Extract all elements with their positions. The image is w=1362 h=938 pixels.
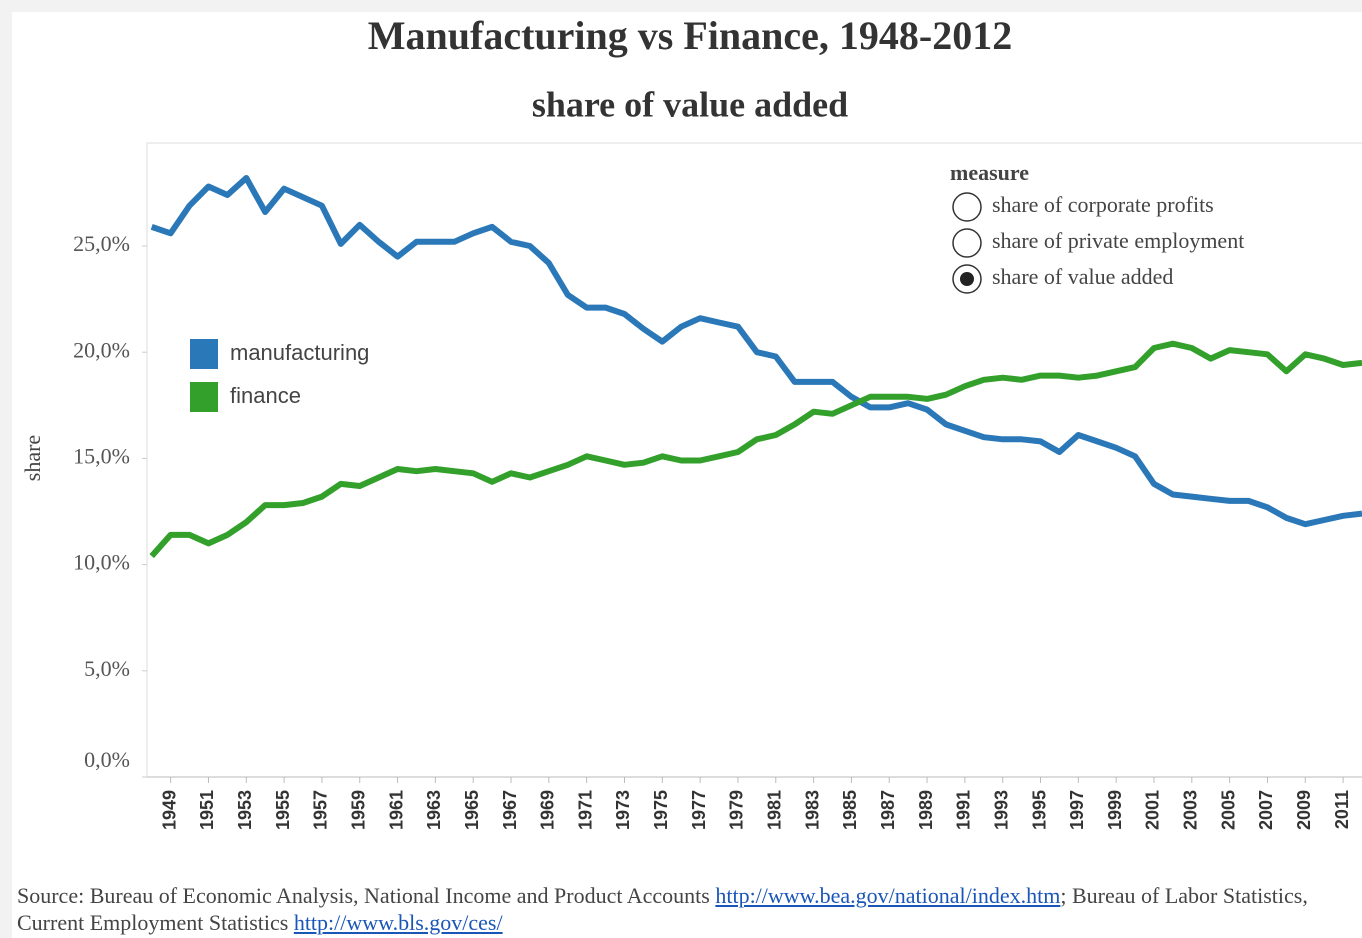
x-tick-label: 1985 [840,790,860,830]
x-tick-label: 1993 [991,790,1011,830]
x-tick-label: 2011 [1332,790,1352,829]
radio-dot [960,272,974,286]
x-tick-label: 1983 [802,790,822,830]
y-tick-label: 10,0% [73,550,130,575]
y-tick-label: 25,0% [73,231,130,256]
x-tick-label: 1999 [1105,790,1125,830]
radio-label: share of private employment [992,228,1244,253]
x-tick-label: 1987 [878,790,898,830]
x-tick-label: 1975 [651,790,671,830]
x-tick-label: 2003 [1181,790,1201,830]
x-tick-label: 2007 [1256,790,1276,830]
radio-option[interactable]: share of value added [952,264,1173,294]
x-tick-label: 1949 [159,790,179,830]
x-tick-label: 1981 [765,790,785,830]
footer-text: ; Bureau of Labor Statistics, Current Em… [17,883,1308,935]
y-tick-label: 20,0% [73,337,130,362]
x-tick-label: 1951 [197,790,217,830]
legend-swatch [190,382,218,412]
radio-label: share of corporate profits [992,192,1214,217]
x-tick-label: 1989 [916,790,936,830]
y-axis-label: share [20,435,45,481]
x-tick-label: 1995 [1029,790,1049,830]
x-tick-label: 1991 [954,790,974,830]
y-tick-label: 5,0% [84,656,130,681]
chart: Manufacturing vs Finance, 1948-2012 shar… [20,13,1362,830]
legend-label: finance [230,383,301,408]
radio-option[interactable]: share of private employment [952,228,1244,258]
x-tick-label: 1967 [500,790,520,830]
x-tick-label: 1955 [273,790,293,830]
chart-subtitle: share of value added [532,84,848,124]
line [149,340,1362,559]
radio [952,228,982,258]
line [150,175,1362,528]
chart-title: Manufacturing vs Finance, 1948-2012 [368,13,1012,58]
filter-title: measure [950,160,1029,185]
footer-text: Source: Bureau of Economic Analysis, Nat… [17,883,716,908]
x-tick-label: 2005 [1218,790,1238,830]
x-tick-label: 1965 [462,790,482,830]
x-tick-label: 1957 [311,790,331,830]
legend-label: manufacturing [230,340,369,365]
x-tick-label: 1997 [1067,790,1087,830]
x-tick-label: 1977 [689,790,709,830]
x-tick-label: 1953 [235,790,255,830]
x-tick-label: 2009 [1294,790,1314,830]
x-tick-label: 2001 [1143,790,1163,830]
x-tick-label: 1959 [348,790,368,830]
footer: Source: Bureau of Economic Analysis, Nat… [17,882,1362,936]
x-tick-label: 1963 [424,790,444,830]
x-tick-label: 1961 [386,790,406,830]
radio-label: share of value added [992,264,1173,289]
link[interactable]: http://www.bls.gov/ces/ [293,910,503,935]
y-tick-label: 0,0% [84,747,130,772]
x-tick-label: 1971 [575,790,595,830]
radio [952,192,982,222]
legend-swatch [190,339,218,369]
panel [12,12,1362,938]
link[interactable]: http://www.bea.gov/national/index.htm [715,883,1061,908]
y-tick-label: 15,0% [73,443,130,468]
x-tick-label: 1969 [538,790,558,830]
x-tick-label: 1973 [613,790,633,830]
radio-option[interactable]: share of corporate profits [952,192,1214,222]
x-tick-label: 1979 [727,790,747,830]
